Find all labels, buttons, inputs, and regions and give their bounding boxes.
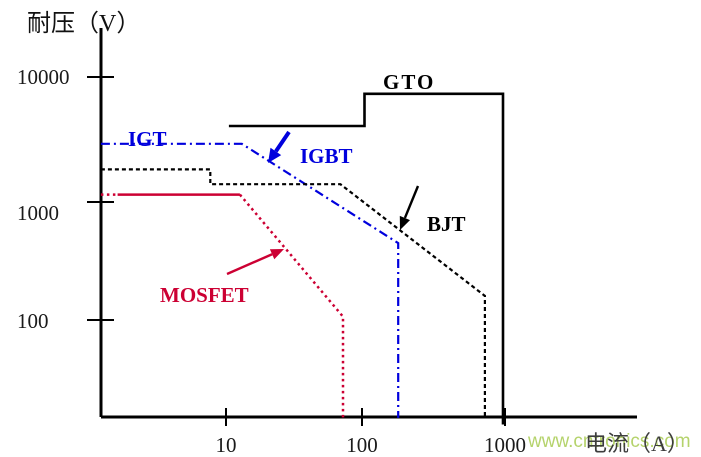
arrow-igbt-head [268, 147, 282, 163]
series-mosfet-line [238, 193, 345, 418]
arrow-igbt-shaft [274, 130, 291, 153]
series-gto-line [228, 92, 505, 425]
y-tick-label: 100 [17, 309, 49, 333]
arrow-mosfet-shaft [226, 253, 273, 276]
watermark-text: www.cntronics.com [528, 431, 691, 452]
arrow-bjt-head [399, 215, 410, 230]
label-igbt: IGBT [300, 144, 353, 168]
y-axis-title: 耐压（V） [27, 11, 141, 37]
x-tick-label: 100 [346, 433, 378, 457]
arrow-mosfet-head [269, 249, 284, 260]
arrow-bjt-shaft [403, 185, 420, 219]
x-axis-title: 电流（A） [585, 431, 689, 456]
label-igt: IGT [128, 127, 167, 151]
x-tick-label: 1000 [484, 433, 526, 457]
series-bjt-line [100, 168, 486, 418]
label-mosfet: MOSFET [160, 283, 249, 307]
y-tick-label: 10000 [17, 65, 70, 89]
label-bjt: BJT [427, 212, 466, 236]
label-gto: GTO [383, 70, 435, 94]
x-tick-label: 10 [216, 433, 237, 457]
y-tick-label: 1000 [17, 201, 59, 225]
series-igbt-line [100, 142, 400, 418]
